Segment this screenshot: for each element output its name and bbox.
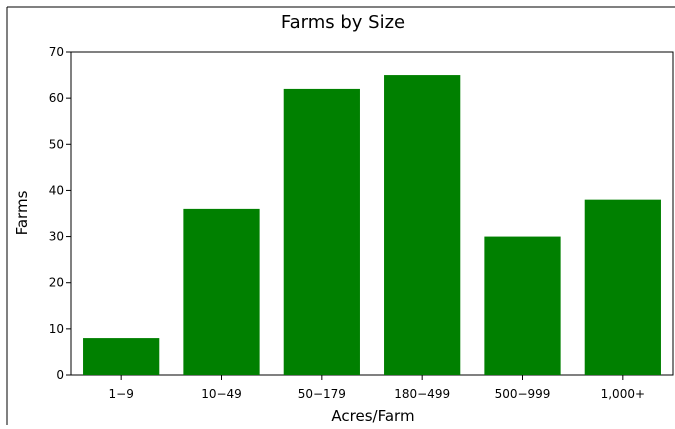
x-tick-label: 500−999 [495, 387, 551, 401]
bar [183, 208, 260, 375]
y-tick-label: 50 [49, 137, 64, 151]
bar [83, 338, 160, 375]
bar [584, 199, 661, 375]
y-tick-label: 60 [49, 91, 64, 105]
bar [384, 75, 461, 376]
y-tick-label: 30 [49, 230, 64, 244]
x-axis-label: Acres/Farm [331, 407, 414, 425]
x-tick-label: 1,000+ [601, 387, 645, 401]
y-tick-label: 20 [49, 276, 64, 290]
x-tick-label: 50−179 [298, 387, 346, 401]
chart-title: Farms by Size [281, 12, 405, 33]
y-tick-label: 10 [49, 322, 64, 336]
bar [283, 88, 360, 376]
y-tick-label: 40 [49, 183, 64, 197]
x-tick-label: 1−9 [109, 387, 134, 401]
plot-frame [70, 51, 674, 376]
x-tick-label: 10−49 [201, 387, 242, 401]
plot-area: 0 10 20 30 40 50 60 70 1−9 10−49 50−179 180−499 500−… [49, 45, 674, 401]
y-axis-label: Farms [13, 190, 31, 235]
y-tick-label: 70 [49, 45, 64, 59]
x-tick-label: 180−499 [394, 387, 450, 401]
y-tick-label: 0 [56, 368, 64, 382]
bar [484, 236, 561, 375]
